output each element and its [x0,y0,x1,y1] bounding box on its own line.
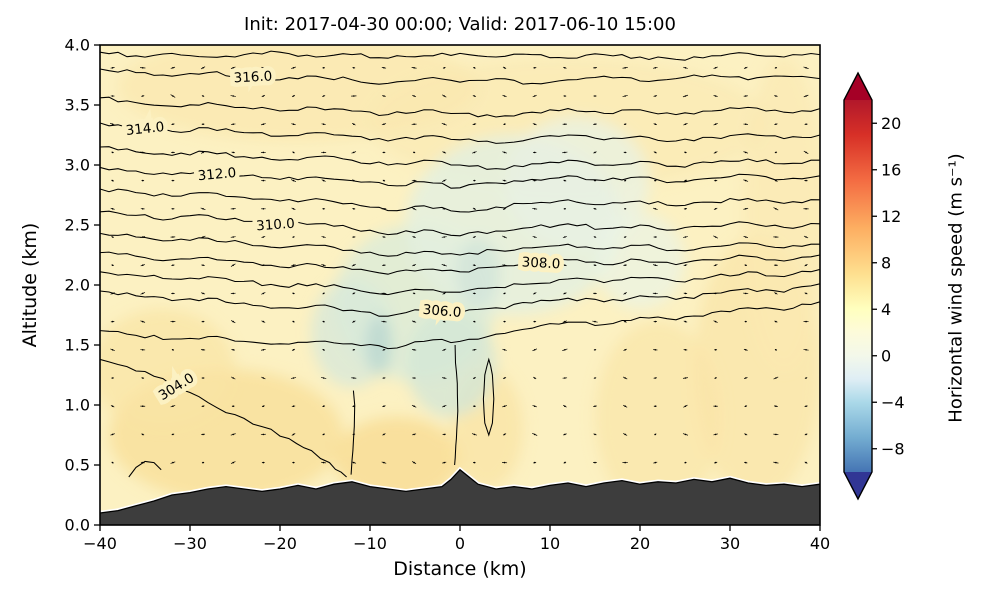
colorbar-tick-label: 12 [881,207,901,226]
x-tick-label: −20 [263,534,297,553]
y-axis-label: Altitude (km) [19,222,41,348]
x-tick-label: 20 [630,534,650,553]
x-tick-label: 0 [455,534,465,553]
x-tick-label: −10 [353,534,387,553]
svg-text:316.0: 316.0 [233,68,272,86]
x-tick-label: 30 [720,534,740,553]
plot-title: Init: 2017-04-30 00:00; Valid: 2017-06-1… [244,14,676,35]
y-tick-label: 2.5 [65,216,90,235]
y-tick-label: 2.0 [65,276,90,295]
colorbar-label: Horizontal wind speed (m s⁻¹) [945,153,967,423]
colorbar-tick-label: 4 [881,300,891,319]
wind-arrows [110,66,809,465]
isotherm-lines [100,50,820,478]
y-tick-label: 1.0 [65,396,90,415]
colorbar-tick-label: −8 [881,439,905,458]
svg-text:306.0: 306.0 [422,302,462,321]
x-tick-label: 10 [540,534,560,553]
y-tick-label: 0.0 [65,516,90,535]
y-tick-label: 3.5 [65,96,90,115]
colorbar-over-arrow [844,73,872,100]
svg-text:312.0: 312.0 [197,165,237,184]
colorbar-tick-label: 16 [881,160,901,179]
colorbar-tick-label: 8 [881,253,891,272]
colorbar-under-arrow [844,472,872,499]
y-tick-label: 4.0 [65,36,90,55]
axes: −40 −30 −20 −10 0 10 20 30 40 0.0 0.5 1.0 1.5 2.0 2.5 3… [65,36,831,554]
terrain [100,466,820,525]
y-tick-label: 1.5 [65,336,90,355]
contour-fill [100,45,820,525]
colorbar-tick-label: 20 [881,114,901,133]
x-tick-label: 40 [810,534,830,553]
svg-text:310.0: 310.0 [256,216,296,235]
colorbar-tick-label: −4 [881,393,905,412]
y-tick-label: 3.0 [65,156,90,175]
x-tick-label: −40 [83,534,117,553]
colorbar: 20 16 12 8 4 0 −4 −8 [843,71,905,501]
x-tick-label: −30 [173,534,207,553]
y-tick-label: 0.5 [65,456,90,475]
colorbar-tick-label: 0 [881,346,891,365]
svg-text:308.0: 308.0 [521,254,560,272]
x-axis-label: Distance (km) [393,558,527,580]
